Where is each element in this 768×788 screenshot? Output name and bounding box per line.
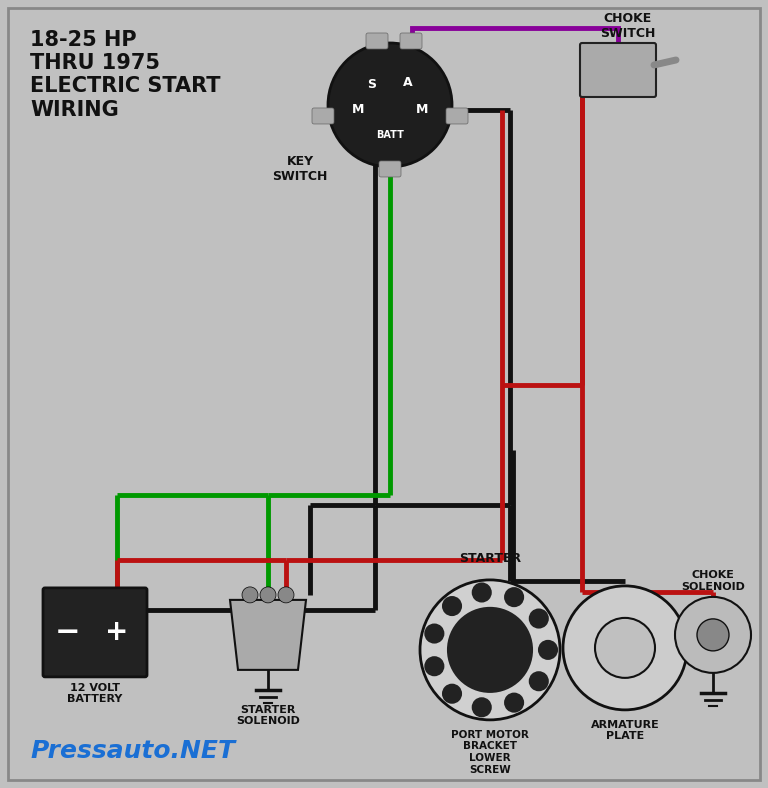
Text: CHOKE
SOLENOID: CHOKE SOLENOID bbox=[681, 571, 745, 592]
Circle shape bbox=[448, 608, 532, 692]
Text: −: − bbox=[55, 618, 80, 647]
FancyBboxPatch shape bbox=[400, 33, 422, 49]
Circle shape bbox=[473, 583, 491, 601]
Circle shape bbox=[539, 641, 557, 659]
Circle shape bbox=[260, 587, 276, 603]
FancyBboxPatch shape bbox=[580, 43, 656, 97]
Circle shape bbox=[425, 625, 443, 642]
Circle shape bbox=[443, 597, 461, 615]
Circle shape bbox=[595, 618, 655, 678]
Circle shape bbox=[473, 698, 491, 716]
Text: Pressauto.NET: Pressauto.NET bbox=[30, 739, 235, 763]
Circle shape bbox=[505, 588, 523, 606]
Circle shape bbox=[278, 587, 294, 603]
Text: M: M bbox=[352, 103, 364, 117]
Text: CHOKE
SWITCH: CHOKE SWITCH bbox=[601, 12, 656, 40]
Circle shape bbox=[420, 580, 560, 720]
Text: PORT MOTOR
BRACKET
LOWER
SCREW: PORT MOTOR BRACKET LOWER SCREW bbox=[451, 730, 529, 775]
Circle shape bbox=[242, 587, 258, 603]
Circle shape bbox=[530, 672, 548, 690]
Text: +: + bbox=[105, 619, 129, 646]
Text: S: S bbox=[368, 79, 376, 91]
Circle shape bbox=[530, 610, 548, 627]
FancyBboxPatch shape bbox=[312, 108, 334, 124]
FancyBboxPatch shape bbox=[446, 108, 468, 124]
FancyBboxPatch shape bbox=[43, 588, 147, 677]
Text: ARMATURE
PLATE: ARMATURE PLATE bbox=[591, 720, 660, 742]
Polygon shape bbox=[230, 600, 306, 670]
Text: M: M bbox=[415, 103, 429, 117]
Text: 12 VOLT
BATTERY: 12 VOLT BATTERY bbox=[68, 683, 123, 704]
Circle shape bbox=[563, 586, 687, 710]
Circle shape bbox=[697, 619, 729, 651]
Circle shape bbox=[425, 657, 443, 675]
Circle shape bbox=[328, 43, 452, 167]
Circle shape bbox=[443, 685, 461, 703]
Text: STARTER
SOLENOID: STARTER SOLENOID bbox=[236, 705, 300, 727]
Text: 18-25 HP
THRU 1975
ELECTRIC START
WIRING: 18-25 HP THRU 1975 ELECTRIC START WIRING bbox=[30, 30, 220, 120]
Text: STARTER: STARTER bbox=[459, 552, 521, 565]
FancyBboxPatch shape bbox=[366, 33, 388, 49]
Text: KEY
SWITCH: KEY SWITCH bbox=[273, 155, 328, 183]
Text: BATT: BATT bbox=[376, 130, 404, 140]
Text: A: A bbox=[403, 76, 413, 90]
Circle shape bbox=[505, 693, 523, 712]
FancyBboxPatch shape bbox=[379, 161, 401, 177]
Circle shape bbox=[675, 597, 751, 673]
